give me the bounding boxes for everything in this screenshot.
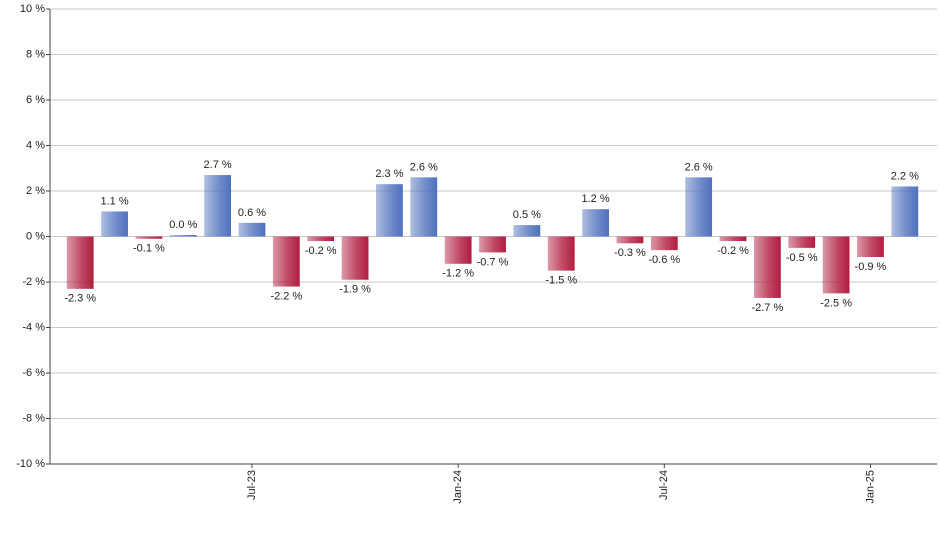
value-label: -0.2 % [717,245,749,257]
bar [410,177,438,237]
y-tick-label: 2 % [26,185,45,197]
value-label: -2.3 % [64,293,96,305]
bar [685,177,713,237]
x-tick-label: Jul-23 [246,470,258,500]
value-label: 2.7 % [204,159,232,171]
bar [822,236,850,294]
value-label: 0.6 % [238,207,266,219]
bar [582,209,609,237]
y-tick-label: 8 % [26,48,45,60]
x-tick-label: Jan-25 [864,470,876,504]
value-label: 1.2 % [582,193,610,205]
value-label: -0.7 % [477,256,509,268]
value-label: -0.5 % [786,252,818,264]
bar [101,211,128,237]
y-tick-label: 10 % [20,3,45,15]
value-label: -2.7 % [751,302,783,314]
y-tick-label: -8 % [22,412,45,424]
value-label: -2.2 % [270,290,302,302]
bar [307,236,335,242]
y-tick-label: 4 % [26,139,45,151]
value-label: 2.6 % [685,161,713,173]
bar [479,236,506,253]
y-tick-label: 0 % [26,230,45,242]
value-label: 2.6 % [410,161,438,173]
value-label: -0.1 % [133,243,165,255]
value-label: 0.5 % [513,209,541,221]
bar [135,236,163,239]
x-tick-label: Jan-24 [452,470,464,504]
bar [857,236,884,257]
bar [719,236,747,242]
y-tick-label: -10 % [16,458,45,470]
value-label: -1.2 % [442,268,474,280]
y-tick-label: 6 % [26,94,45,106]
bar [66,236,94,289]
bar [891,186,919,237]
bar [204,175,232,237]
bar [650,236,678,251]
value-label: -1.9 % [339,284,371,296]
bar [788,236,816,248]
bar [341,236,369,280]
bar [376,184,403,237]
bar [444,236,472,264]
bar [616,236,644,244]
value-label: -2.5 % [820,297,852,309]
value-label: 0.0 % [169,219,197,231]
y-tick-label: -4 % [22,321,45,333]
value-label: 2.3 % [375,168,403,180]
value-label: -0.2 % [305,245,337,257]
bar [753,236,781,298]
x-tick-label: Jul-24 [658,470,670,500]
value-label: 1.1 % [100,195,128,207]
value-label: -0.6 % [648,254,680,266]
bar [513,225,541,237]
bar [272,236,300,287]
y-tick-label: -6 % [22,367,45,379]
bar [547,236,575,271]
bar [238,222,266,237]
value-label: -0.3 % [614,247,646,259]
y-tick-label: -2 % [22,276,45,288]
bar [169,235,197,237]
value-label: -1.5 % [545,275,577,287]
value-label: -0.9 % [855,261,887,273]
value-label: 2.2 % [891,170,919,182]
